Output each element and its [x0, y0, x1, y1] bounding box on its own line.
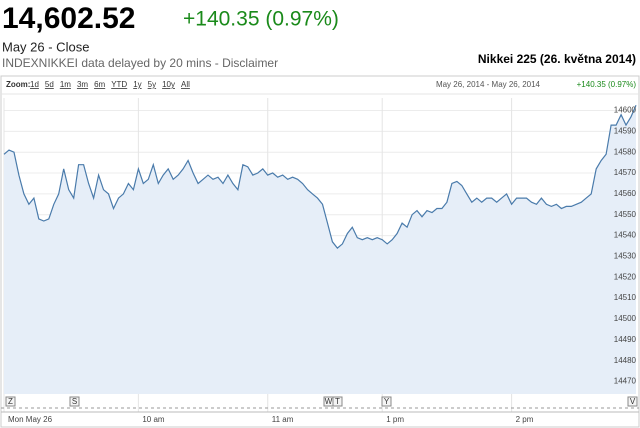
price-change: +140.35 (0.97%) — [183, 8, 339, 31]
y-tick-label: 14590 — [614, 126, 637, 135]
chart-title: Nikkei 225 (26. května 2014) — [478, 52, 636, 66]
event-flag[interactable]: Z — [5, 396, 16, 407]
flag-label: T — [335, 397, 340, 406]
zoom-label: Zoom: — [6, 80, 30, 89]
line — [3, 105, 637, 249]
event-flag[interactable]: Y — [381, 396, 392, 407]
zoom-option[interactable]: 1y — [133, 80, 141, 89]
zoom-option[interactable]: 3m — [77, 80, 88, 89]
flag-box — [69, 396, 80, 407]
y-tick-label: 14550 — [614, 210, 637, 219]
zoom-option[interactable]: 5d — [45, 80, 54, 89]
axis: 14470 14480 14490 14500 14510 14520 14530 14540… — [1, 106, 639, 424]
y-tick-label: 14580 — [614, 147, 637, 156]
zoom-option[interactable]: 5y — [148, 80, 156, 89]
event-flag[interactable]: W — [323, 396, 334, 407]
plot — [3, 105, 637, 395]
y-tick-label: 14570 — [614, 168, 637, 177]
y-tick-label: 14470 — [614, 377, 637, 386]
range-change: +140.35 (0.97%) — [577, 80, 637, 89]
flag-box — [5, 396, 16, 407]
flag-label: Z — [8, 397, 13, 406]
close-date: May 26 - Close — [2, 39, 89, 54]
price: 14,602.52 — [2, 2, 135, 35]
y-tick-label: 14560 — [614, 189, 637, 198]
y-tick-label: 14600 — [614, 106, 637, 115]
y-tick-label: 14540 — [614, 231, 637, 240]
event-flag[interactable]: S — [69, 396, 80, 407]
y-tick-label: 14480 — [614, 356, 637, 365]
x-tick-label: 11 am — [272, 415, 294, 424]
flag-label: S — [72, 397, 77, 406]
event-flag[interactable]: T — [332, 396, 343, 407]
zoom-option[interactable]: All — [181, 80, 190, 89]
x-tick-label: 10 am — [142, 415, 165, 424]
flag-label: V — [630, 397, 636, 406]
x-tick-label: 1 pm — [386, 415, 404, 424]
zoom-option[interactable]: 6m — [94, 80, 105, 89]
x-tick-label: Mon May 26 — [8, 415, 53, 424]
zoom-option[interactable]: YTD — [111, 80, 127, 89]
zoom-option[interactable]: 1m — [60, 80, 71, 89]
y-tick-label: 14510 — [614, 293, 637, 302]
zoom-option[interactable]: 10y — [162, 80, 175, 89]
y-tick-label: 14490 — [614, 335, 637, 344]
x-tick-label: 2 pm — [516, 415, 534, 424]
flag-label: Y — [384, 397, 390, 406]
delay-note: INDEXNIKKEI data delayed by 20 mins - Di… — [2, 56, 278, 70]
flag-box — [332, 396, 343, 407]
y-tick-label: 14500 — [614, 314, 637, 323]
event-flag[interactable]: V — [627, 396, 638, 407]
y-tick-label: 14520 — [614, 272, 637, 281]
flag-label: W — [325, 397, 333, 406]
range-dates: May 26, 2014 - May 26, 2014 — [436, 80, 541, 89]
flag-box — [381, 396, 392, 407]
y-tick-label: 14530 — [614, 252, 637, 261]
zoom-option[interactable]: 1d — [30, 80, 39, 89]
flag-box — [627, 396, 638, 407]
